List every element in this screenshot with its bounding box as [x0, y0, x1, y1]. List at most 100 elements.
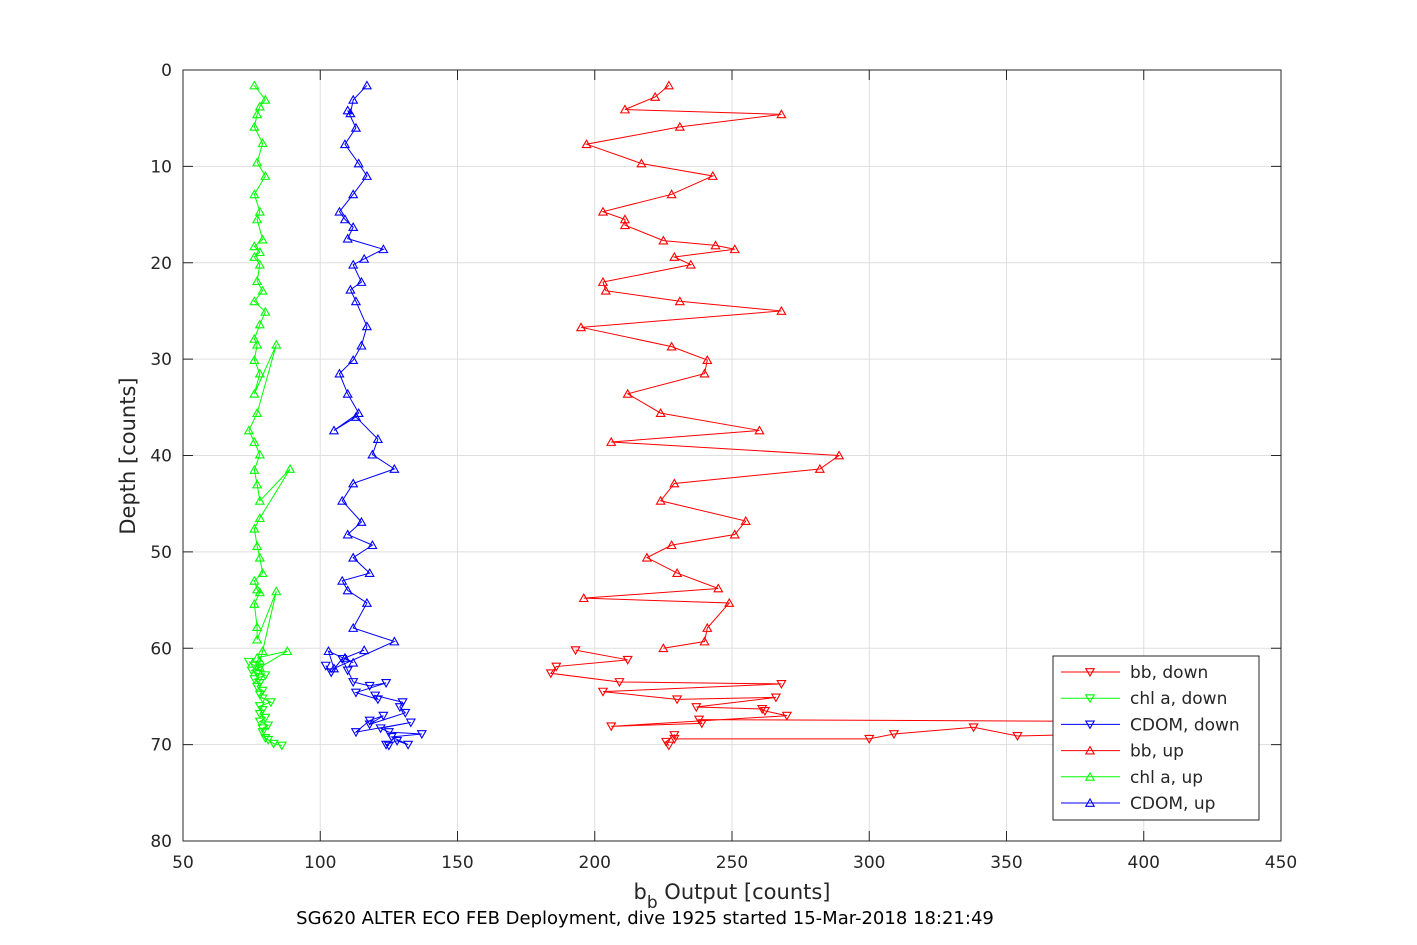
data-point	[614, 678, 625, 688]
data-point	[702, 622, 713, 632]
data-point	[416, 730, 427, 740]
data-point	[389, 463, 400, 473]
data-point	[658, 235, 669, 245]
x-axis-label-main: b	[633, 880, 646, 904]
series-line	[327, 85, 396, 670]
data-point	[655, 495, 666, 505]
legend-marker	[1084, 771, 1096, 781]
data-point	[348, 552, 359, 562]
data-point	[339, 139, 351, 149]
legend-marker	[1084, 694, 1096, 704]
data-point	[251, 669, 263, 679]
data-point	[260, 733, 271, 743]
legend-label: CDOM, down	[1130, 715, 1240, 735]
legend-entry: bb, up	[1061, 742, 1184, 762]
data-point	[348, 94, 359, 104]
data-point	[254, 587, 266, 597]
data-point	[729, 529, 740, 539]
data-point	[348, 678, 359, 688]
data-point	[265, 698, 276, 708]
data-point	[699, 636, 710, 646]
data-point	[691, 703, 702, 713]
data-point	[397, 698, 408, 708]
data-point	[597, 206, 609, 216]
data-point	[375, 724, 386, 734]
data-point	[353, 407, 364, 418]
data-point	[348, 354, 359, 364]
data-point	[320, 661, 331, 671]
data-point	[600, 285, 611, 295]
data-point	[257, 728, 268, 738]
data-point	[271, 339, 282, 349]
data-point	[345, 284, 356, 294]
data-point	[342, 388, 353, 398]
data-point	[249, 241, 260, 251]
series-chl-a-down	[243, 657, 287, 751]
legend-marker	[1084, 745, 1096, 755]
data-point	[658, 643, 669, 653]
data-point	[364, 567, 375, 577]
data-point	[685, 259, 696, 269]
data-point	[342, 666, 353, 676]
series-line	[580, 85, 841, 649]
data-point	[405, 718, 416, 728]
data-point	[380, 679, 392, 689]
data-point	[710, 240, 721, 250]
data-point	[254, 662, 266, 672]
data-point	[364, 681, 375, 691]
data-point	[619, 104, 631, 114]
data-point	[386, 733, 397, 743]
legend-entry: bb, down	[1061, 663, 1208, 683]
legend-label: bb, up	[1130, 742, 1184, 762]
data-point	[257, 706, 268, 716]
x-tick-label: 450	[1265, 853, 1297, 873]
data-point	[342, 529, 353, 539]
data-point	[348, 259, 359, 269]
data-point	[282, 646, 293, 656]
y-tick-label: 50	[150, 543, 172, 563]
data-point	[249, 333, 260, 343]
data-point	[348, 189, 359, 199]
data-point	[350, 296, 362, 306]
data-point	[254, 679, 266, 689]
y-tick-label: 20	[150, 254, 172, 274]
data-point	[328, 663, 340, 673]
data-point	[378, 711, 389, 721]
data-point	[575, 322, 587, 332]
y-tick-label: 40	[150, 447, 172, 467]
series-line	[248, 85, 291, 669]
data-point	[372, 695, 384, 705]
legend-marker	[1084, 668, 1096, 678]
legend-label: chl a, up	[1130, 768, 1203, 788]
data-point	[699, 368, 710, 378]
data-point	[254, 206, 266, 216]
data-point	[249, 80, 260, 90]
data-point	[251, 479, 263, 489]
data-point	[348, 221, 359, 232]
series-group	[243, 80, 1149, 751]
data-point	[249, 354, 260, 364]
y-tick-label: 0	[161, 61, 172, 81]
data-point	[663, 80, 675, 90]
legend-entry: CDOM, up	[1061, 794, 1215, 814]
x-tick-label: 50	[172, 853, 194, 873]
data-point	[724, 597, 735, 607]
data-point	[249, 189, 260, 199]
y-tick-label: 80	[150, 832, 172, 852]
data-point	[249, 436, 260, 446]
data-point	[251, 682, 263, 692]
data-point	[754, 425, 765, 435]
data-point	[378, 244, 389, 254]
data-point	[249, 575, 260, 585]
data-point	[394, 703, 406, 713]
data-point	[380, 740, 392, 750]
data-point	[696, 719, 707, 729]
x-axis-label-rest: Output [counts]	[658, 880, 831, 904]
y-tick-label: 70	[150, 736, 172, 756]
series-cdom-down	[320, 654, 427, 751]
x-tick-label: 250	[716, 853, 748, 873]
data-point	[619, 214, 631, 224]
series-line	[549, 649, 1145, 746]
data-point	[669, 734, 680, 744]
data-point	[350, 411, 362, 421]
